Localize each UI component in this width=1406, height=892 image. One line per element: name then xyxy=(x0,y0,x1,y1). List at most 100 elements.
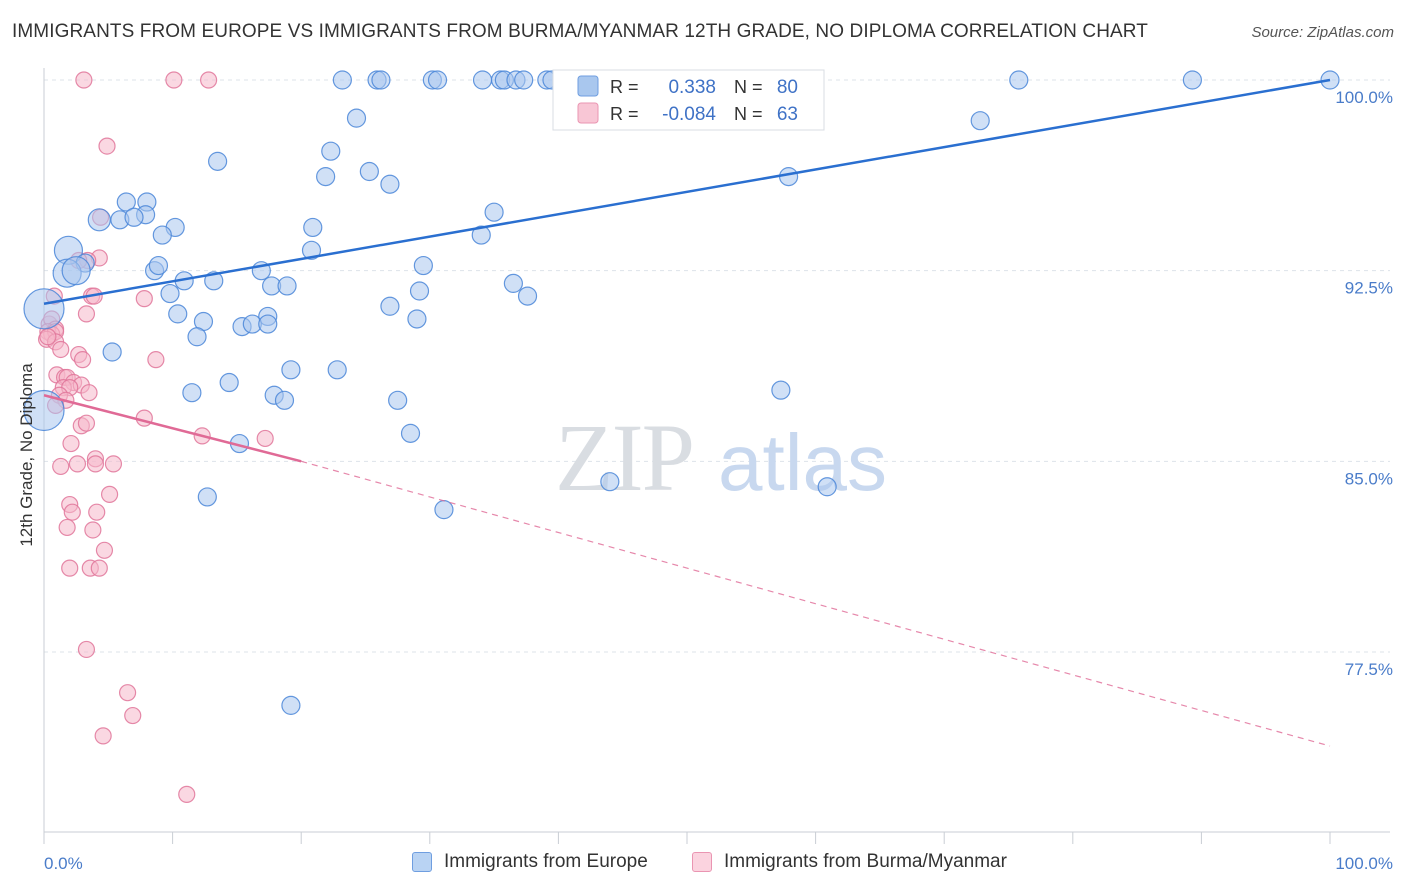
legend-r-label-europe: R = xyxy=(610,77,639,97)
europe-point-24 xyxy=(116,192,136,212)
europe-point-20 xyxy=(208,151,228,171)
europe-point-18 xyxy=(970,111,990,131)
burma-point-52 xyxy=(84,521,102,539)
burma-point-23 xyxy=(73,351,92,369)
europe-point-74 xyxy=(197,487,217,507)
gridlines xyxy=(44,79,1390,653)
europe-point-48 xyxy=(409,281,430,301)
europe-point-79 xyxy=(517,286,538,306)
europe-point-54 xyxy=(380,296,400,316)
legend-label-burma: Immigrants from Burma/Myanmar xyxy=(724,851,1007,872)
europe-point-60 xyxy=(102,342,122,362)
europe-point-42 xyxy=(61,256,91,286)
legend-swatch-burma-bottom xyxy=(692,852,712,872)
burma-point-49 xyxy=(63,503,81,521)
europe-point-67 xyxy=(388,390,408,410)
europe-points xyxy=(23,70,1340,715)
europe-point-50 xyxy=(23,288,65,330)
burma-point-60 xyxy=(94,727,112,745)
europe-point-46 xyxy=(277,276,297,296)
europe-point-70 xyxy=(400,423,421,443)
europe-point-58 xyxy=(258,314,278,334)
burma-point-21 xyxy=(52,340,70,359)
europe-point-4 xyxy=(427,70,448,90)
europe-point-49 xyxy=(160,283,180,304)
europe-point-76 xyxy=(281,695,301,715)
legend-r-europe: 0.338 xyxy=(668,77,716,98)
legend-swatch-europe xyxy=(577,75,599,97)
burma-point-2 xyxy=(200,71,218,89)
legend-swatch-europe-bottom xyxy=(412,852,432,872)
chart-title: IMMIGRANTS FROM EUROPE VS IMMIGRANTS FRO… xyxy=(12,21,1148,42)
y-tick-label-1: 85.0% xyxy=(1345,469,1393,488)
europe-point-31 xyxy=(303,217,323,238)
y-tick-label-0: 77.5% xyxy=(1345,660,1393,679)
europe-point-32 xyxy=(471,225,491,245)
europe-point-23 xyxy=(778,167,799,187)
europe-point-5 xyxy=(472,70,493,90)
legend-item-europe[interactable]: Immigrants from Europe xyxy=(412,851,648,873)
burma-point-1 xyxy=(165,71,183,89)
burma-point-44 xyxy=(68,455,87,473)
europe-point-72 xyxy=(600,472,620,492)
burma-point-43 xyxy=(52,457,70,476)
europe-point-61 xyxy=(281,360,301,380)
burma-point-51 xyxy=(58,518,76,537)
europe-point-59 xyxy=(187,327,207,347)
europe-point-47 xyxy=(503,273,523,293)
legend-swatch-burma xyxy=(577,102,599,124)
burma-point-3 xyxy=(98,137,116,155)
y-tick-label-3: 100.0% xyxy=(1335,88,1393,107)
legend-item-burma[interactable]: Immigrants from Burma/Myanmar xyxy=(692,851,1007,873)
europe-point-38 xyxy=(148,255,169,276)
burma-points xyxy=(37,71,274,803)
y-tick-label-2: 92.5% xyxy=(1345,279,1393,298)
watermark: ZIP atlas xyxy=(555,404,887,511)
burma-point-24 xyxy=(147,351,165,369)
x-tick-label-0: 0.0% xyxy=(44,854,83,873)
burma-point-11 xyxy=(135,290,153,308)
source-label: Source: ZipAtlas.com xyxy=(1251,24,1394,41)
europe-point-69 xyxy=(23,389,65,432)
burma-trend-extension xyxy=(301,460,1331,747)
stats-legend: R = 0.338 N = 80 R = -0.084 N = 63 xyxy=(552,69,825,131)
europe-point-55 xyxy=(407,309,427,329)
europe-point-14 xyxy=(1009,70,1029,90)
europe-point-51 xyxy=(168,304,188,324)
burma-point-53 xyxy=(95,541,114,559)
europe-point-68 xyxy=(771,380,791,400)
burma-point-58 xyxy=(118,684,137,702)
watermark-zip: ZIP xyxy=(555,404,693,511)
legend-n-label-burma: N = xyxy=(734,104,763,124)
burma-point-62 xyxy=(39,328,57,346)
burma-point-41 xyxy=(62,434,80,453)
axes xyxy=(43,68,1390,844)
europe-point-78 xyxy=(484,202,504,222)
europe-point-64 xyxy=(182,383,202,403)
europe-point-29 xyxy=(124,207,144,227)
burma-point-40 xyxy=(256,429,274,448)
legend-n-label-europe: N = xyxy=(734,77,763,97)
tick-labels: 77.5% 85.0% 92.5% 100.0% 0.0% 100.0% xyxy=(44,88,1393,873)
x-tick-label-1: 100.0% xyxy=(1335,854,1393,873)
burma-point-50 xyxy=(88,503,106,521)
burma-point-12 xyxy=(77,305,96,323)
europe-point-40 xyxy=(413,255,433,276)
europe-point-77 xyxy=(380,174,400,194)
europe-point-27 xyxy=(87,208,111,232)
europe-trend-line xyxy=(43,78,1331,305)
burma-point-32 xyxy=(80,384,98,402)
trend-lines xyxy=(43,78,1331,747)
europe-point-2 xyxy=(371,70,391,90)
burma-trend-line xyxy=(43,394,302,463)
europe-point-73 xyxy=(817,477,837,497)
burma-point-38 xyxy=(77,414,96,432)
y-axis-label: 12th Grade, No Diploma xyxy=(17,363,36,547)
burma-point-46 xyxy=(104,455,123,473)
legend-n-europe: 80 xyxy=(777,77,798,98)
legend-label-europe: Immigrants from Europe xyxy=(444,851,648,872)
burma-point-45 xyxy=(86,455,105,473)
burma-point-56 xyxy=(90,559,108,577)
legend-r-burma: -0.084 xyxy=(662,104,716,125)
